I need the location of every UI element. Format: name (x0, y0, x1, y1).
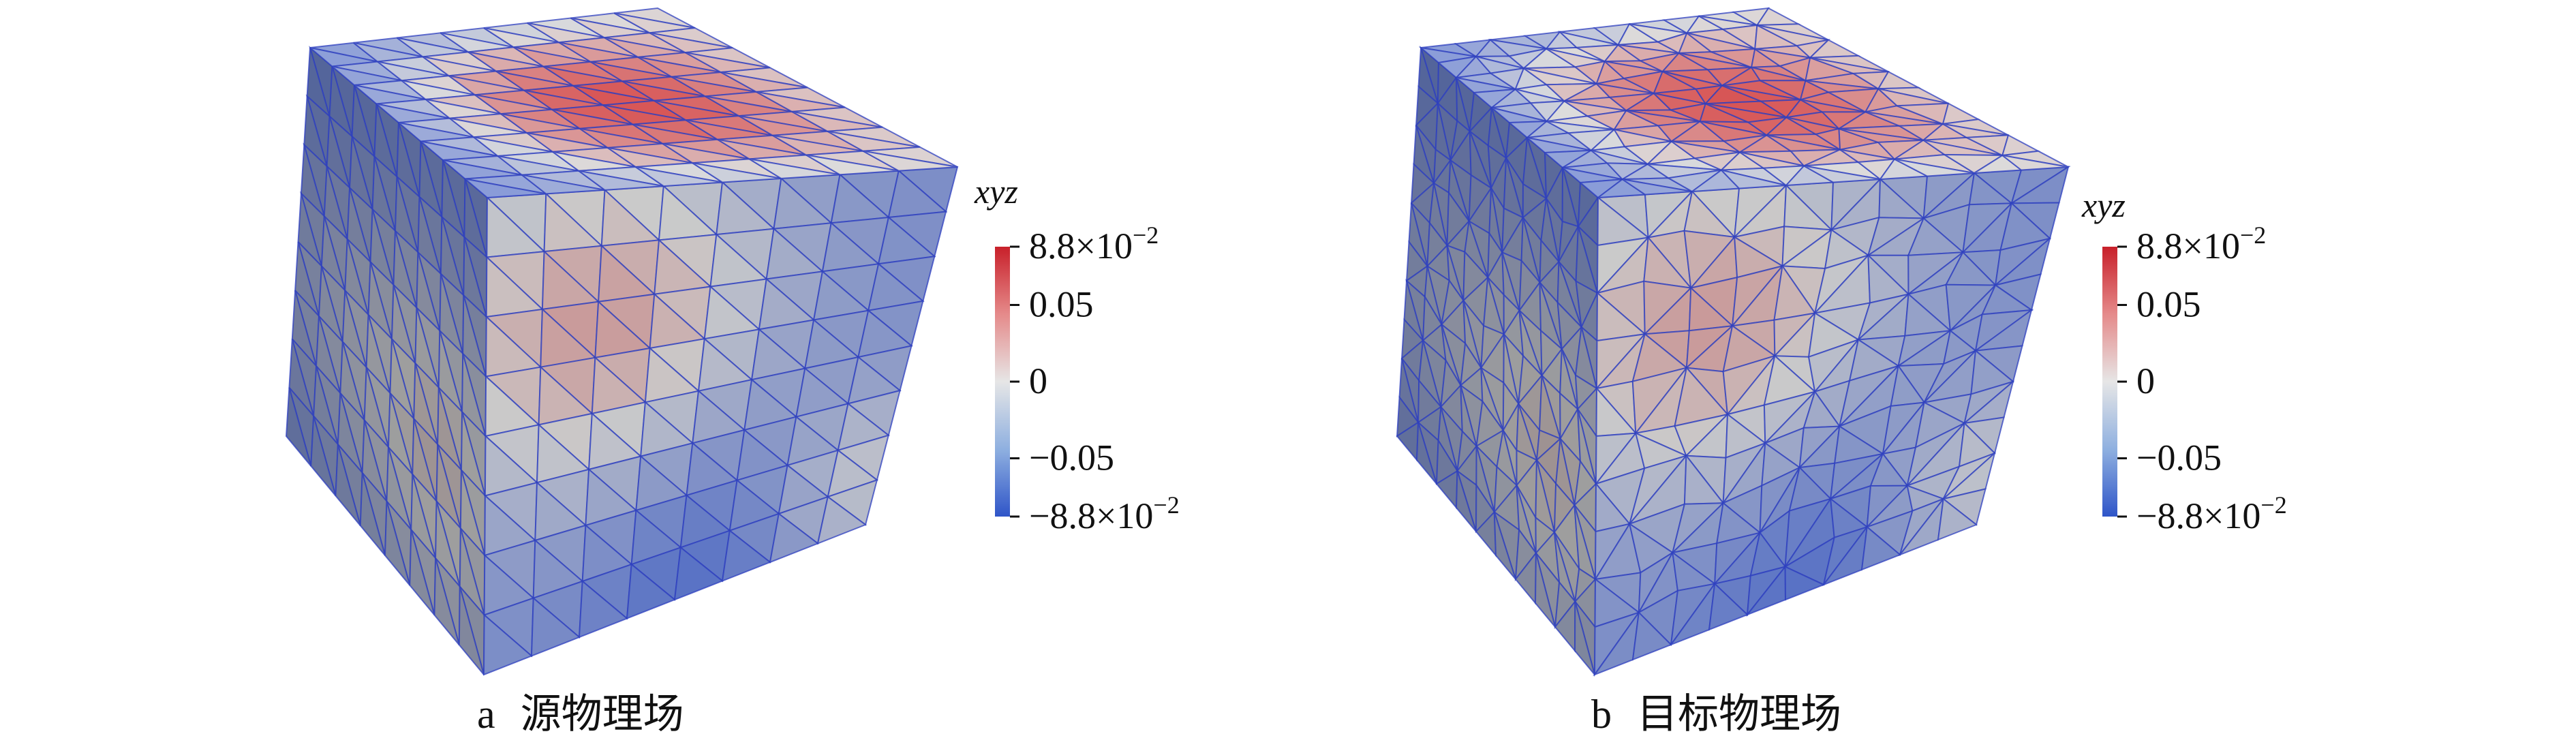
colorbar-tick-label: 0 (1029, 361, 1047, 401)
colorbar-b: xyz 8.8×10−2 0.05 0 −0.05 −8.8×10−2 (2081, 186, 2287, 536)
mesh-element (1622, 179, 1693, 196)
colorbar-tick-label: −8.8×10−2 (1029, 491, 1180, 536)
mesh-element (1574, 601, 1595, 675)
mesh-element (806, 154, 899, 176)
mesh-element (1860, 525, 1901, 571)
colorbar-tick-label: −8.8×10−2 (2136, 491, 2287, 536)
mesh-element (1415, 422, 1437, 485)
mesh-element (310, 416, 337, 497)
mesh-element (482, 613, 533, 676)
colorbar-tick-label: 0.05 (2136, 284, 2201, 325)
colorbar-gradient-b (2102, 247, 2117, 517)
cube-mesh-a (285, 7, 959, 676)
colorbar-tick-label: −0.05 (1029, 438, 1114, 478)
colorbar-a: xyz 8.8×10−2 0.05 0 −0.05 −8.8×10−2 (974, 172, 1180, 536)
mesh-element (1455, 470, 1477, 532)
mesh-element (1719, 168, 1787, 189)
mesh-element (635, 166, 723, 187)
mesh-element (673, 546, 724, 601)
mesh-element (1784, 566, 1826, 601)
caption-b: b 目标物理场 (1591, 692, 1841, 736)
mesh-element (1803, 165, 1881, 183)
colorbar-tick-label: 0.05 (1029, 284, 1094, 325)
colorbar-title-a: xyz (974, 172, 1018, 211)
caption-text-b: 目标物理场 (1637, 692, 1841, 736)
colorbar-ticks-a: 8.8×10−2 0.05 0 −0.05 −8.8×10−2 (1010, 221, 1180, 536)
mesh-element (1631, 611, 1672, 661)
caption-letter-a: a (477, 692, 495, 736)
caption-letter-b: b (1591, 692, 1612, 736)
mesh-element (863, 150, 958, 172)
mesh-element (433, 557, 460, 645)
colorbar-gradient-a (995, 247, 1010, 517)
caption-a: a 源物理场 (477, 692, 684, 736)
mesh-element (335, 444, 361, 526)
colorbar-ticks-b: 8.8×10−2 0.05 0 −0.05 −8.8×10−2 (2117, 221, 2287, 536)
panel-a: xyz 8.8×10−2 0.05 0 −0.05 −8.8×10−2 a 源物理场 (285, 7, 1180, 736)
mesh-element (692, 162, 782, 183)
mesh-element (769, 512, 820, 564)
mesh-element (1534, 553, 1556, 628)
colorbar-tick-label: 0 (2136, 361, 2155, 401)
mesh-element (462, 177, 547, 199)
mesh-element (384, 501, 411, 586)
mesh-element (458, 586, 485, 675)
panel-b: xyz 8.8×10−2 0.05 0 −0.05 −8.8×10−2 b 目标物理场 (1396, 7, 2287, 736)
mesh-element (521, 174, 605, 195)
colorbar-title-b: xyz (2081, 186, 2126, 224)
mesh-element (285, 387, 312, 467)
colorbar-tick-label: 8.8×10−2 (2136, 221, 2266, 266)
mesh-element (2002, 155, 2069, 171)
colorbar-tick-label: −0.05 (2136, 438, 2222, 478)
mesh-element (578, 579, 628, 639)
mesh-element (1894, 158, 1975, 177)
mesh-element (816, 495, 868, 545)
mesh-element (1493, 512, 1516, 580)
mesh-element (578, 170, 664, 191)
mesh-element (1937, 497, 1978, 541)
mesh-element (749, 158, 840, 179)
mesh-element (359, 472, 386, 556)
mesh-element (409, 530, 435, 616)
colorbar-tick-label: 8.8×10−2 (1029, 221, 1159, 266)
caption-text-a: 源物理场 (521, 692, 684, 736)
mesh-element (1708, 582, 1749, 631)
mesh-element (626, 563, 676, 620)
mesh-element (530, 596, 581, 657)
cube-mesh-b (1396, 7, 2071, 677)
mesh-element (721, 529, 771, 583)
